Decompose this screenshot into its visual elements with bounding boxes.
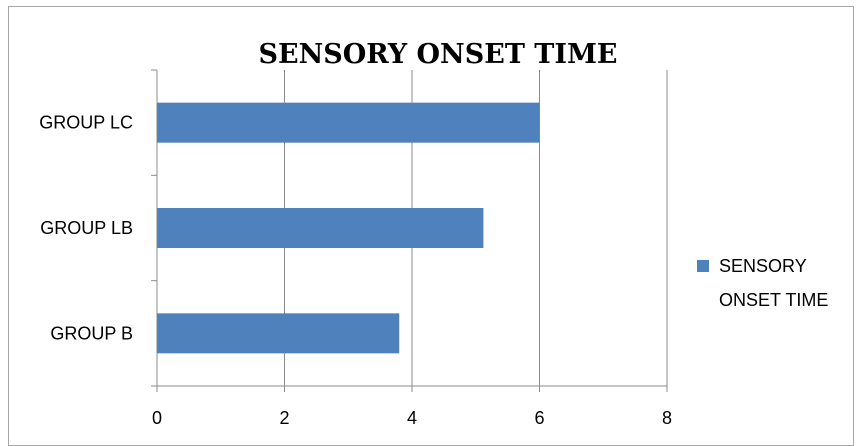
x-tick-label-2: 4 xyxy=(407,408,417,428)
bar-2 xyxy=(157,313,400,354)
chart-title: SENSORY ONSET TIME xyxy=(258,39,617,70)
bar-0 xyxy=(157,102,540,143)
bars xyxy=(157,102,540,354)
legend: SENSORY ONSET TIME xyxy=(697,256,828,310)
legend-swatch xyxy=(697,260,709,272)
category-label-0: GROUP LC xyxy=(39,113,133,133)
chart: SENSORY ONSET TIME 0 2 4 6 8 GROUP LC GROUP LB… xyxy=(39,39,828,428)
legend-label-line-1: SENSORY xyxy=(719,256,807,276)
category-label-1: GROUP LB xyxy=(40,218,133,238)
labels: 0 2 4 6 8 GROUP LC GROUP LB GROUP B xyxy=(39,113,672,428)
legend-label-line-2: ONSET TIME xyxy=(719,290,828,310)
x-tick-label-4: 8 xyxy=(662,408,672,428)
x-tick-label-0: 0 xyxy=(152,408,162,428)
x-tick-label-1: 2 xyxy=(279,408,289,428)
bar-1 xyxy=(157,207,484,249)
x-tick-label-3: 6 xyxy=(534,408,544,428)
category-label-2: GROUP B xyxy=(50,323,133,343)
